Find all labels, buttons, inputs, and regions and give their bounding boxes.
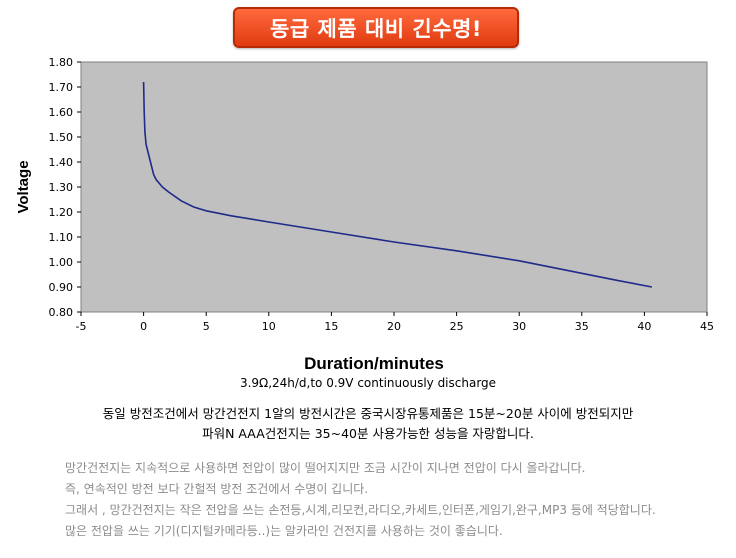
y-axis-title: Voltage <box>15 160 32 213</box>
x-tick-label: -5 <box>76 320 87 333</box>
y-tick-label: 1.60 <box>49 106 74 119</box>
x-tick-label: 35 <box>575 320 589 333</box>
usage-notes: 망간건전지는 지속적으로 사용하면 전압이 많이 떨어지지만 조금 시간이 지나… <box>65 458 730 542</box>
x-tick-label: 0 <box>140 320 147 333</box>
x-tick-label: 40 <box>637 320 651 333</box>
y-tick-label: 1.80 <box>49 56 74 69</box>
note-line: 그래서 , 망간건전지는 작은 전압을 쓰는 손전등,시계,리모컨,라디오,카세… <box>65 503 656 517</box>
y-tick-label: 1.10 <box>49 231 74 244</box>
x-axis: -5 0 5 10 15 20 25 30 35 40 45 <box>76 312 714 333</box>
x-tick-label: 15 <box>324 320 338 333</box>
x-tick-label: 25 <box>450 320 464 333</box>
plot-area <box>80 61 708 313</box>
x-tick-label: 20 <box>387 320 401 333</box>
y-tick-label: 0.90 <box>49 281 74 294</box>
y-tick-label: 1.50 <box>49 131 74 144</box>
x-tick-label: 10 <box>262 320 276 333</box>
comparison-summary: 동일 방전조건에서 망간건전지 1알의 방전시간은 중국시장유통제품은 15분~… <box>0 404 736 444</box>
note-line: 많은 전압을 쓰는 기기(디지털카메라등..)는 알카라인 건전지를 사용하는 … <box>65 524 503 538</box>
promo-banner: 동급 제품 대비 긴수명! <box>233 7 519 48</box>
y-tick-label: 1.40 <box>49 156 74 169</box>
test-condition-caption: 3.9Ω,24h/d,to 0.9V continuously discharg… <box>239 376 497 390</box>
y-tick-label: 0.80 <box>49 306 74 319</box>
summary-line: 동일 방전조건에서 망간건전지 1알의 방전시간은 중국시장유통제품은 15분~… <box>102 406 634 421</box>
x-tick-label: 30 <box>512 320 526 333</box>
y-axis: 0.80 0.90 1.00 1.10 1.20 1.30 1.40 1.50 1.60 1.70… <box>49 56 81 319</box>
x-tick-label: 5 <box>203 320 210 333</box>
y-tick-label: 1.20 <box>49 206 74 219</box>
summary-line: 파워N AAA건전지는 35~40분 사용가능한 성능을 자랑합니다. <box>202 426 534 441</box>
x-axis-title: Duration/minutes <box>304 354 444 373</box>
voltage-series-line <box>142 81 653 288</box>
note-line: 즉, 연속적인 방전 보다 간헐적 방전 조건에서 수명이 깁니다. <box>65 482 369 496</box>
y-tick-label: 1.70 <box>49 81 74 94</box>
y-tick-label: 1.30 <box>49 181 74 194</box>
y-tick-label: 1.00 <box>49 256 74 269</box>
x-tick-label: 45 <box>700 320 714 333</box>
note-line: 망간건전지는 지속적으로 사용하면 전압이 많이 떨어지지만 조금 시간이 지나… <box>65 461 586 475</box>
discharge-chart: 0.80 0.90 1.00 1.10 1.20 1.30 1.40 1.50 1.60 1.70… <box>15 56 714 373</box>
